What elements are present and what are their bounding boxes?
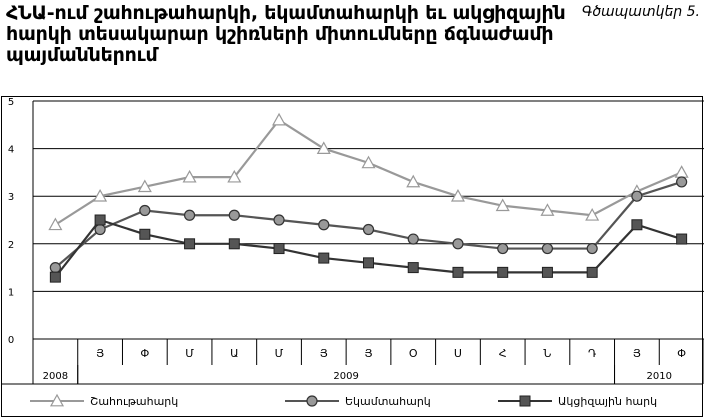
profit-tax-point — [361, 155, 376, 169]
excise-tax-point — [184, 238, 196, 250]
x-tick-label: Ս — [454, 347, 462, 360]
profit-tax-point — [585, 208, 600, 221]
excise-tax-legend-marker — [519, 395, 531, 407]
income-tax-legend-marker — [306, 395, 318, 407]
profit-tax-point — [495, 198, 510, 212]
income-tax-point — [452, 238, 464, 250]
x-tick-label: Յ — [364, 347, 372, 360]
year-label: 2009 — [333, 371, 358, 382]
excise-tax-point — [541, 266, 553, 278]
y-tick-label: 5 — [8, 97, 14, 108]
profit-tax-legend-label: Շահութահարկ — [90, 395, 178, 408]
excise-tax-point — [49, 271, 61, 283]
chart-frame — [1, 96, 703, 417]
x-tick-label: Օ — [409, 347, 418, 360]
x-tick-label: Յ — [96, 347, 104, 360]
profit-tax-point — [674, 165, 689, 178]
excise-tax-point — [273, 243, 285, 255]
income-tax-point — [586, 242, 598, 255]
profit-tax-point — [272, 112, 287, 126]
x-tick-label: Ն — [543, 347, 551, 360]
income-tax-point — [139, 204, 151, 217]
excise-tax-point — [407, 262, 419, 274]
income-tax-point — [541, 242, 554, 255]
excise-tax-point — [631, 219, 643, 231]
excise-tax-point — [94, 214, 106, 226]
chart-title: ՀՆԱ-ում շահութահարկի, եկամտահարկի եւ ակց… — [6, 2, 566, 66]
x-tick-label: Ա — [230, 347, 238, 360]
y-tick-label: 4 — [8, 145, 14, 156]
income-tax-point — [676, 176, 688, 188]
income-tax-point — [183, 209, 196, 221]
income-tax-point — [497, 242, 509, 255]
excise-tax-point — [452, 266, 464, 278]
excise-tax-point — [139, 228, 151, 240]
y-tick-label: 1 — [8, 287, 14, 298]
profit-tax-point — [227, 169, 242, 183]
profit-tax-point — [137, 179, 152, 193]
figure-label: Գծապատկեր 5. — [581, 4, 700, 20]
excise-tax-point — [228, 238, 240, 250]
x-tick-label: Փ — [677, 347, 686, 360]
profit-tax-point — [316, 141, 331, 154]
excise-tax-point — [586, 266, 598, 278]
year-label: 2010 — [647, 371, 672, 382]
income-tax-point — [407, 233, 419, 245]
x-tick-label: Փ — [140, 347, 149, 360]
profit-tax-point — [450, 188, 465, 202]
year-label: 2008 — [43, 371, 68, 382]
excise-tax-point — [363, 257, 374, 269]
income-tax-point — [362, 223, 375, 236]
profit-tax-legend-marker — [49, 393, 65, 407]
x-tick-label: Մ — [185, 347, 194, 360]
x-tick-label: Յ — [633, 347, 641, 360]
profit-tax-point — [182, 169, 197, 183]
excise-tax-point — [676, 233, 688, 245]
x-tick-label: Հ — [499, 347, 507, 360]
y-tick-label: 3 — [8, 192, 14, 203]
income-tax-legend-label: Եկամտահարկ — [345, 395, 431, 408]
y-tick-label: 2 — [8, 240, 14, 251]
x-tick-label: Դ — [588, 347, 596, 360]
income-tax-point — [273, 214, 285, 226]
income-tax-point — [318, 219, 330, 231]
x-tick-label: Յ — [320, 347, 328, 360]
profit-tax-point — [540, 203, 555, 216]
profit-tax-point — [48, 217, 63, 231]
income-tax-point — [631, 190, 643, 202]
income-tax-point — [228, 209, 240, 221]
x-tick-label: Մ — [275, 347, 284, 360]
excise-tax-point — [497, 266, 509, 278]
excise-tax-legend-label: Ակցիզային հարկ — [558, 395, 657, 408]
excise-tax-point — [318, 252, 330, 264]
profit-tax-point — [406, 174, 421, 188]
profit-tax-point — [93, 188, 108, 202]
y-tick-label: 0 — [8, 335, 14, 346]
